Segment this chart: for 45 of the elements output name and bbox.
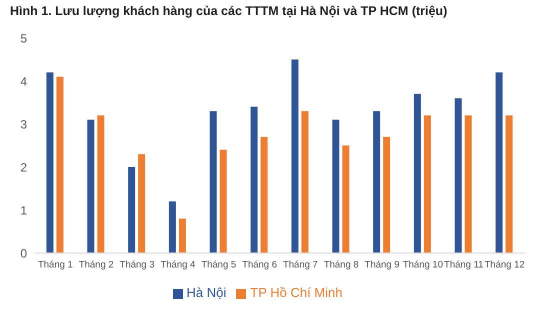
y-tick-label: 5: [20, 31, 28, 46]
x-tick-label: Tháng 8: [324, 260, 359, 271]
chart-title: Hình 1. Lưu lượng khách hàng của các TTTM tại Hà Nội và TP HCM (triệu): [10, 4, 448, 18]
bar: [332, 120, 340, 253]
bar: [168, 201, 176, 253]
bar: [383, 136, 390, 253]
x-tick-label: Tháng 12: [484, 260, 525, 271]
bar: [210, 111, 217, 253]
y-tick-label: 0: [20, 246, 28, 260]
x-tick-label: Tháng 5: [201, 260, 236, 271]
bar: [454, 98, 462, 253]
x-tick-label: Tháng 4: [160, 260, 196, 271]
bar: [46, 72, 54, 253]
y-tick-label: 1: [20, 203, 28, 218]
bar: [260, 136, 268, 253]
bar: [496, 72, 503, 253]
x-tick-label: Tháng 7: [282, 260, 318, 271]
legend-label: Hà Nội: [186, 285, 226, 300]
bar: [373, 111, 380, 253]
x-tick-label: Tháng 1: [38, 260, 73, 271]
x-tick-label: Tháng 10: [402, 260, 443, 271]
bar: [414, 94, 421, 253]
x-tick-label: Tháng 6: [242, 260, 278, 271]
bar: [178, 218, 186, 253]
bar: [56, 76, 64, 253]
bar: [128, 167, 136, 253]
bar: [506, 115, 513, 253]
bar: [464, 115, 472, 253]
y-tick-label: 2: [20, 160, 28, 174]
bar: [424, 115, 431, 253]
bar: [291, 60, 298, 253]
legend-label: TP Hồ Chí Minh: [250, 285, 342, 300]
bar: [87, 120, 94, 253]
y-tick-label: 4: [20, 74, 28, 88]
bar: [342, 146, 350, 253]
bar: [220, 150, 227, 253]
x-tick-label: Tháng 9: [364, 260, 400, 271]
x-tick-label: Tháng 11: [444, 260, 484, 271]
bar: [138, 154, 146, 253]
bar: [97, 115, 104, 253]
y-tick-label: 3: [20, 117, 28, 132]
x-tick-label: Tháng 3: [120, 260, 155, 271]
bar: [250, 106, 258, 253]
bar: [301, 111, 308, 253]
x-tick-label: Tháng 2: [78, 260, 114, 271]
